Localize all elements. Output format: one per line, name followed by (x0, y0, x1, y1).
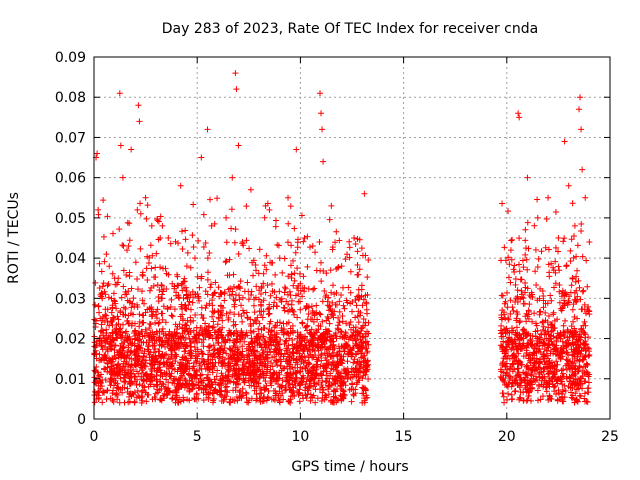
chart-title: Day 283 of 2023, Rate Of TEC Index for r… (162, 21, 538, 37)
y-tick-label: 0.07 (55, 130, 86, 146)
y-axis-label: ROTI / TECUs (6, 192, 22, 284)
y-tick-label: 0.08 (55, 90, 86, 106)
y-tick-label: 0 (77, 412, 86, 428)
y-tick-label: 0.03 (55, 291, 86, 307)
scatter-points (91, 70, 593, 406)
y-tick-label: 0.06 (55, 171, 86, 187)
y-tick-label: 0.05 (55, 211, 86, 227)
x-tick-label: 20 (498, 429, 516, 445)
plot-frame (93, 56, 611, 420)
y-tick-label: 0.09 (55, 50, 86, 66)
x-axis-label: GPS time / hours (291, 459, 408, 475)
x-tick-label: 10 (291, 429, 309, 445)
x-tick-label: 0 (90, 429, 99, 445)
data-points-dense (91, 195, 593, 406)
y-tick-label: 0.04 (55, 251, 86, 267)
y-tick-label: 0.01 (55, 372, 86, 388)
x-tick-label: 15 (395, 429, 413, 445)
y-tick-label: 0.02 (55, 332, 86, 348)
x-tick-label: 25 (601, 429, 619, 445)
x-tick-label: 5 (193, 429, 202, 445)
axis-ticks: 0 5 10 15 20 25 0 0.01 0.02 0.03 0.04 0.05 0.06 0.07 0… (55, 50, 619, 445)
